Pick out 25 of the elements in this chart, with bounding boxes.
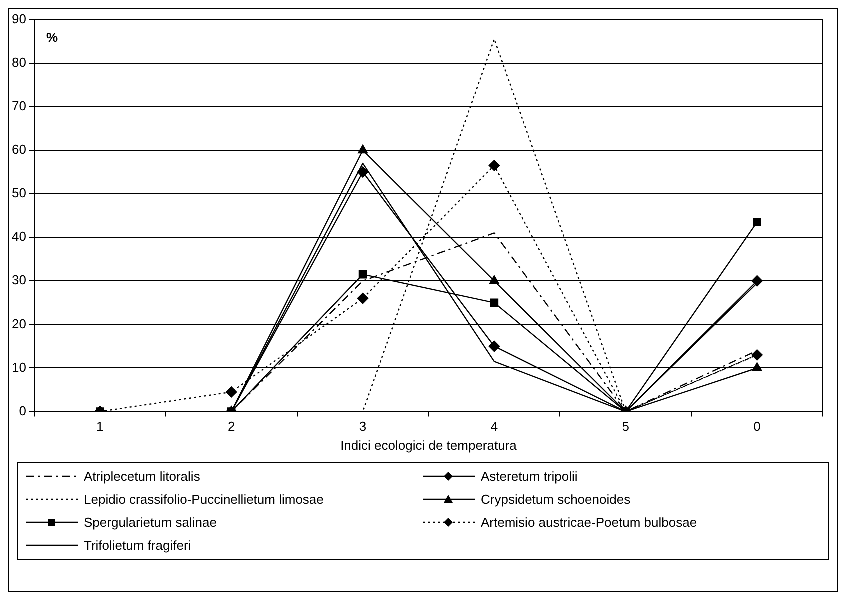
x-tick-label: 0 bbox=[754, 419, 761, 434]
y-tick-label: 80 bbox=[12, 54, 26, 70]
legend-label: Asteretum tripolii bbox=[481, 469, 578, 484]
legend-label: Spergularietum salinae bbox=[84, 515, 217, 530]
y-axis-title: % bbox=[46, 30, 58, 45]
legend-label: Crypsidetum schoenoides bbox=[481, 492, 631, 507]
legend-label: Artemisio austricae-Poetum bulbosae bbox=[481, 515, 698, 530]
x-axis-title: Indici ecologici de temperatura bbox=[340, 438, 518, 453]
x-tick-label: 4 bbox=[490, 419, 498, 434]
y-tick-label: 20 bbox=[12, 316, 26, 332]
x-tick-label: 5 bbox=[622, 419, 630, 434]
y-tick-label: 10 bbox=[12, 360, 26, 375]
y-tick-label: 40 bbox=[12, 229, 26, 244]
y-tick-label: 70 bbox=[12, 98, 26, 114]
y-tick-label: 0 bbox=[19, 403, 26, 418]
x-tick-label: 2 bbox=[228, 419, 236, 434]
legend-label: Trifolietum fragiferi bbox=[84, 538, 192, 553]
x-tick-label: 3 bbox=[359, 419, 367, 434]
legend-label: Atriplecetum litoralis bbox=[84, 469, 200, 484]
y-tick-label: 30 bbox=[12, 272, 26, 288]
y-tick-label: 90 bbox=[12, 11, 26, 26]
x-tick-label: 1 bbox=[96, 419, 104, 434]
y-tick-label: 60 bbox=[12, 142, 26, 158]
legend-label: Lepidio crassifolio-Puccinellietum limosae bbox=[84, 492, 324, 507]
y-tick-label: 50 bbox=[12, 186, 26, 201]
